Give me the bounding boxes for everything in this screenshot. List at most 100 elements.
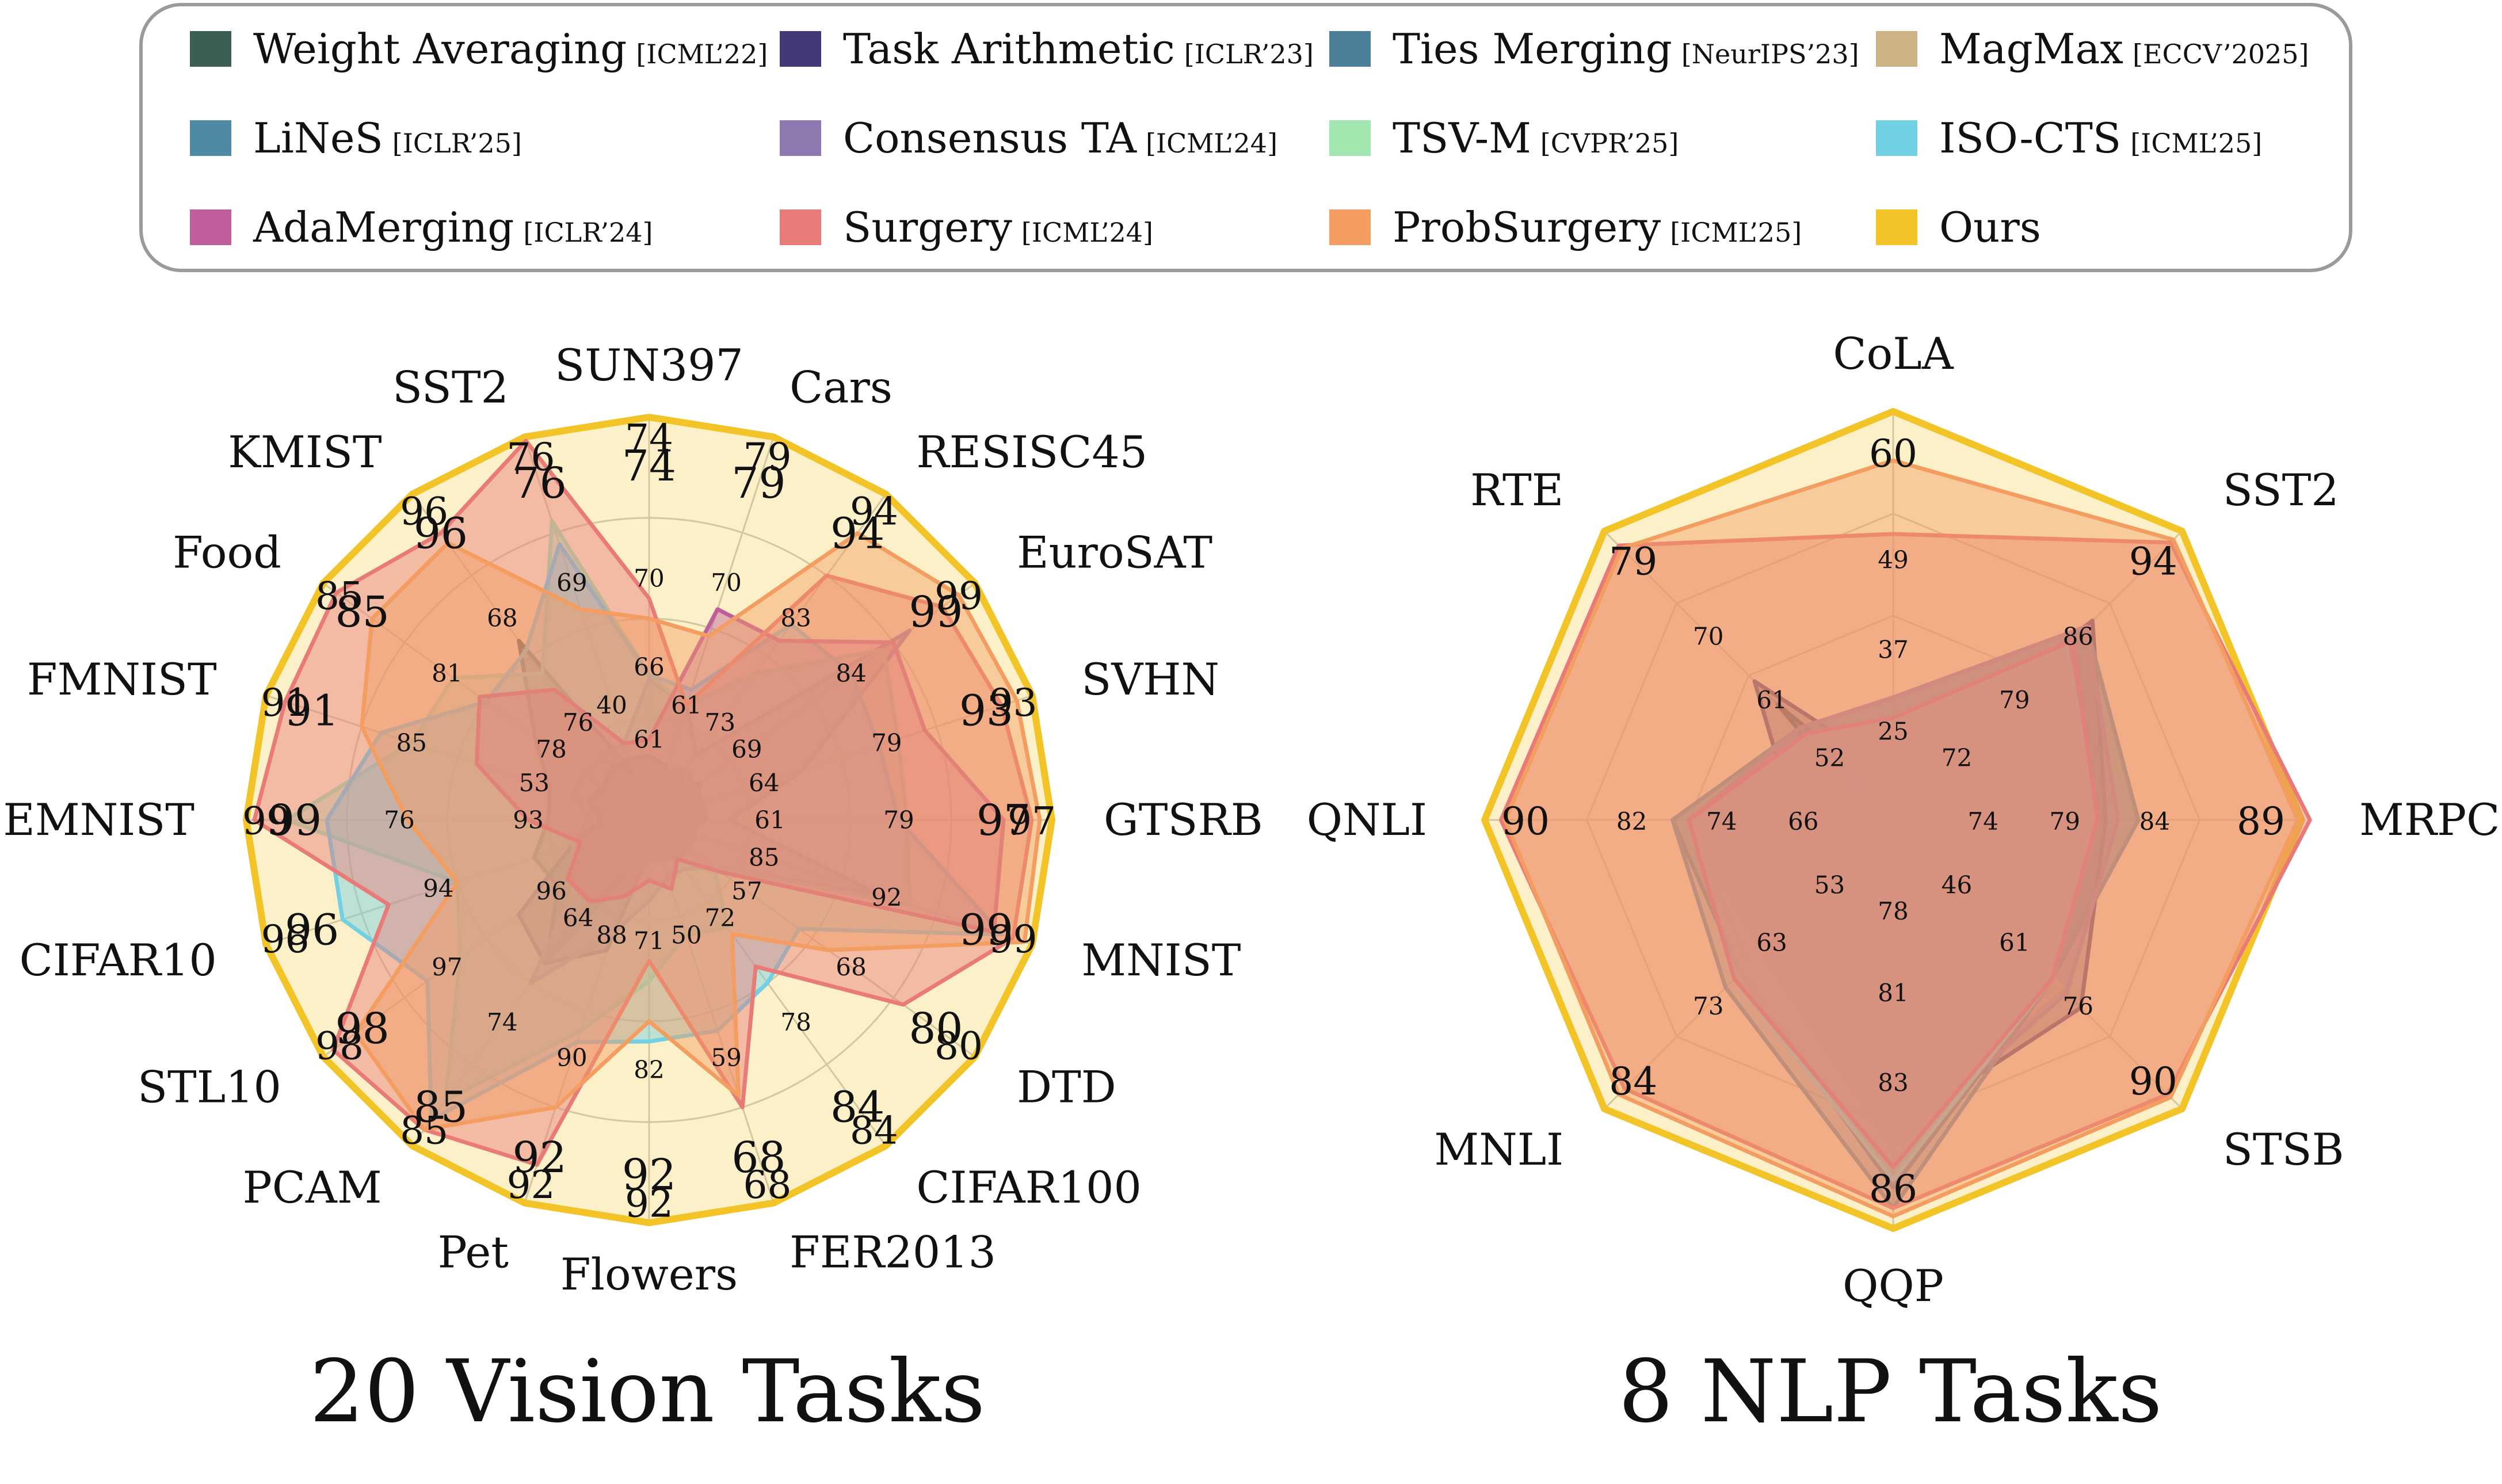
- tick-label: 64: [563, 904, 593, 932]
- grid-spoke: [1603, 530, 1894, 821]
- outer-value-label: 80: [909, 1004, 963, 1054]
- tick-label: 90: [2129, 1059, 2177, 1104]
- tick-label: 85: [396, 729, 426, 757]
- axis-label: STSB: [2223, 1124, 2344, 1175]
- tick-label: 70: [634, 564, 664, 593]
- legend-swatch: [1876, 31, 1917, 67]
- legend-name: Ours: [1939, 203, 2041, 251]
- tick-label: 79: [2049, 807, 2080, 836]
- tick-label: 59: [711, 1044, 741, 1072]
- tick-label: 89: [2237, 799, 2285, 844]
- series-polygon: [325, 542, 1004, 1122]
- axis-label: SUN397: [555, 339, 743, 391]
- legend-swatch: [1329, 31, 1371, 67]
- grid-spoke: [1892, 530, 2183, 821]
- outer-value-label: 96: [414, 509, 468, 559]
- tick-label: 76: [563, 708, 593, 737]
- axis-label: Pet: [438, 1226, 509, 1277]
- legend-swatch: [190, 31, 231, 67]
- outer-value-label: 94: [830, 509, 884, 559]
- legend-venue: [ICLR’24]: [523, 217, 653, 248]
- axis-label: CIFAR10: [20, 934, 217, 986]
- legend-swatch: [780, 31, 821, 67]
- legend-entry: Surgery [ICML’24]: [843, 203, 1153, 251]
- legend-entry: Ties Merging [NeurIPS’23]: [1393, 25, 1859, 73]
- legend-entry: AdaMerging [ICLR’24]: [253, 203, 653, 251]
- tick-label: 71: [634, 927, 664, 955]
- grid-spoke: [322, 819, 650, 1058]
- tick-label: 84: [1609, 1059, 1657, 1104]
- tick-label: 66: [1788, 807, 1818, 836]
- tick-label: 82: [634, 1056, 664, 1084]
- outer-value-label: 99: [268, 796, 322, 845]
- axis-label: GTSRB: [1104, 794, 1263, 845]
- legend-entry: TSV-M [CVPR’25]: [1393, 114, 1679, 162]
- tick-label: 73: [705, 708, 735, 737]
- outer-value-label: 97: [977, 796, 1031, 845]
- tick-label: 74: [487, 1008, 517, 1036]
- tick-label: 74: [625, 417, 673, 461]
- legend-swatch: [1876, 209, 1917, 245]
- tick-label: 49: [1878, 545, 1908, 574]
- series-polygon: [1687, 624, 2120, 1149]
- legend-name: ISO-CTS: [1939, 114, 2121, 162]
- tick-label: 84: [836, 659, 866, 688]
- nlp-radar: 25 37 49 60 72 79 86 94 74 79 84 89 46 61 76 90 78 81 83 86…: [1307, 328, 2500, 1311]
- legend-venue: [ECCV’2025]: [2133, 39, 2309, 70]
- tick-label: 78: [780, 1008, 811, 1036]
- tick-label: 57: [731, 877, 762, 905]
- tick-label: 50: [671, 921, 701, 949]
- tick-label: 97: [432, 953, 462, 981]
- tick-label: 68: [487, 604, 517, 632]
- legend-entry: ISO-CTS [ICML’25]: [1939, 114, 2262, 162]
- outer-value-label: 99: [909, 588, 963, 637]
- legend-swatch: [780, 209, 821, 245]
- axis-label: EuroSAT: [1017, 527, 1212, 578]
- legend-name: Ties Merging: [1393, 25, 1672, 73]
- tick-label: 61: [754, 806, 785, 834]
- axis-label: Food: [173, 527, 281, 578]
- tick-label: 94: [2129, 539, 2177, 583]
- grid-spoke: [649, 582, 976, 821]
- series-polygon: [1503, 458, 2300, 1219]
- axis-label: RTE: [1470, 464, 1563, 516]
- tick-label: 99: [989, 917, 1038, 962]
- tick-label: 73: [1693, 992, 1723, 1020]
- legend-swatch: [190, 209, 231, 245]
- outer-value-label: 76: [513, 459, 567, 508]
- legend-entry: Ours: [1939, 203, 2041, 251]
- legend-venue: [ICML’25]: [1670, 217, 1802, 248]
- tick-label: 76: [507, 435, 555, 479]
- tick-label: 72: [1942, 743, 1972, 772]
- legend-swatch: [190, 120, 231, 156]
- tick-label: 61: [671, 691, 701, 719]
- tick-label: 96: [261, 917, 310, 962]
- tick-label: 61: [1756, 686, 1787, 714]
- axis-label: Cars: [789, 362, 893, 413]
- axis-label: FER2013: [789, 1226, 996, 1277]
- tick-label: 76: [2063, 992, 2093, 1020]
- axis-label: PCAM: [243, 1162, 382, 1213]
- vision-title: 20 Vision Tasks: [310, 1342, 985, 1442]
- legend-name: Weight Averaging: [253, 25, 627, 73]
- legend-name: LiNeS: [253, 114, 383, 162]
- tick-label: 92: [507, 1163, 555, 1207]
- tick-label: 94: [423, 875, 453, 903]
- tick-label: 79: [871, 729, 902, 757]
- tick-label: 63: [1756, 929, 1787, 957]
- tick-label: 99: [935, 574, 983, 619]
- tick-label: 88: [596, 921, 627, 949]
- grid-spoke: [648, 819, 775, 1204]
- legend-name: AdaMerging: [253, 203, 514, 251]
- tick-label: 68: [743, 1163, 792, 1207]
- axis-label: SST2: [2223, 464, 2339, 516]
- outer-value-label: 74: [622, 441, 676, 491]
- legend-venue: [ICML’24]: [1021, 217, 1153, 248]
- axis-label: RESISC45: [916, 426, 1147, 478]
- tick-label: 79: [1999, 686, 2030, 714]
- outer-value-label: 96: [285, 905, 339, 955]
- tick-label: 90: [556, 1044, 587, 1072]
- tick-label: 37: [1878, 636, 1908, 664]
- tick-label: 74: [1706, 807, 1737, 836]
